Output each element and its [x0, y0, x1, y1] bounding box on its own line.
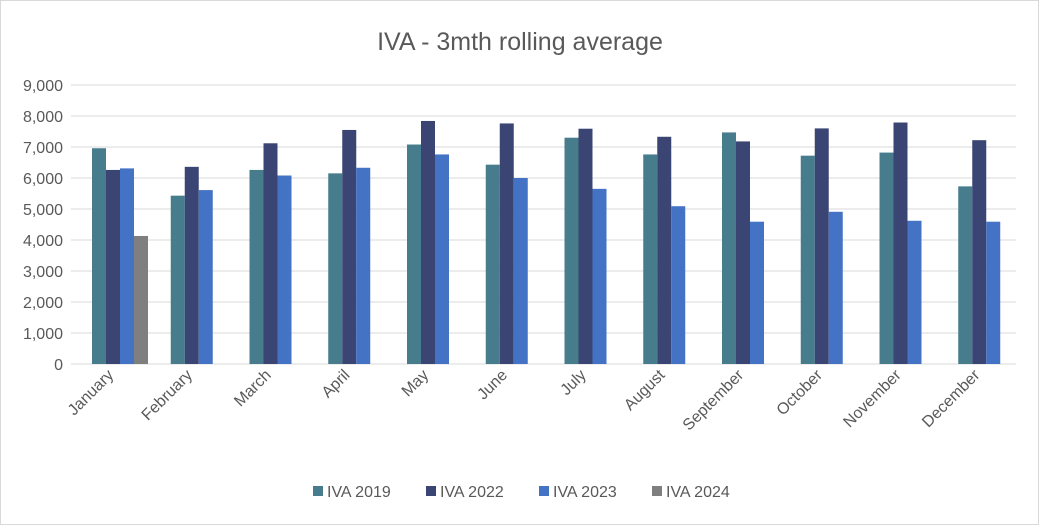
bar-iva-2023-september: [750, 221, 764, 364]
x-tick-label: March: [231, 367, 274, 410]
bar-iva-2022-may: [421, 120, 435, 365]
bar-iva-2023-july: [592, 188, 607, 364]
bar-iva-2022-january: [106, 169, 120, 364]
bar-iva-2022-march: [263, 143, 278, 364]
bar-iva-2019-january: [92, 148, 106, 364]
x-tick-label: November: [840, 366, 905, 431]
legend-label: IVA 2022: [440, 484, 504, 501]
bar-iva-2019-june: [485, 164, 500, 364]
bar-iva-2023-may: [435, 154, 449, 364]
bar-iva-2022-september: [736, 141, 750, 364]
bar-iva-2023-june: [513, 178, 528, 364]
bar-iva-2022-december: [972, 140, 987, 364]
bar-iva-2019-december: [958, 186, 973, 364]
x-tick-label: April: [319, 367, 354, 402]
chart-title: IVA - 3mth rolling average: [377, 28, 663, 56]
y-tick-label: 6,000: [23, 171, 63, 188]
x-tick-label: October: [774, 366, 827, 419]
bar-iva-2023-february: [198, 190, 213, 364]
bar-iva-2023-january: [120, 168, 134, 364]
legend-swatch: [313, 486, 323, 496]
legend-swatch: [539, 486, 549, 496]
x-tick-label: July: [558, 367, 590, 399]
x-tick-label: August: [621, 366, 669, 414]
bar-iva-2019-october: [800, 155, 815, 364]
y-tick-label: 8,000: [23, 109, 63, 126]
bar-iva-2024-january: [134, 235, 148, 364]
legend-label: IVA 2019: [327, 484, 391, 501]
bar-iva-2019-march: [249, 169, 264, 364]
legend-label: IVA 2023: [553, 484, 617, 501]
x-tick-label: May: [399, 367, 432, 400]
y-tick-label: 0: [54, 357, 63, 374]
y-tick-label: 2,000: [23, 295, 63, 312]
bar-iva-2019-september: [722, 132, 736, 364]
bar-iva-2019-november: [879, 152, 894, 364]
legend-label: IVA 2024: [666, 484, 730, 501]
x-tick-label: January: [65, 367, 117, 419]
bar-iva-2022-october: [814, 128, 829, 364]
bar-iva-2022-june: [499, 123, 514, 364]
bar-iva-2022-april: [342, 129, 357, 364]
y-tick-label: 1,000: [23, 326, 63, 343]
legend-swatch: [426, 486, 436, 496]
x-tick-label: December: [919, 366, 984, 431]
y-tick-label: 4,000: [23, 233, 63, 250]
bar-iva-2019-august: [643, 154, 658, 364]
bar-iva-2023-april: [356, 167, 371, 364]
bar-iva-2023-november: [907, 220, 922, 364]
bar-iva-2019-february: [170, 195, 185, 364]
bar-iva-2019-april: [328, 173, 343, 364]
bar-iva-2019-july: [564, 137, 579, 364]
bar-iva-2023-october: [828, 211, 843, 364]
y-tick-label: 5,000: [23, 202, 63, 219]
bar-iva-2022-november: [893, 122, 908, 364]
bar-iva-2023-august: [671, 206, 686, 364]
y-tick-label: 3,000: [23, 264, 63, 281]
x-tick-label: June: [474, 367, 511, 404]
y-tick-label: 9,000: [23, 78, 63, 95]
bar-iva-2022-august: [657, 136, 672, 364]
legend-swatch: [652, 486, 662, 496]
bar-iva-2023-march: [277, 175, 292, 364]
bar-iva-2022-july: [578, 128, 593, 364]
x-tick-label: September: [680, 366, 748, 434]
bar-iva-2019-may: [407, 144, 421, 364]
y-tick-label: 7,000: [23, 140, 63, 157]
bar-iva-2023-december: [986, 221, 1001, 364]
bar-iva-2022-february: [184, 166, 199, 364]
x-tick-label: February: [139, 367, 196, 424]
